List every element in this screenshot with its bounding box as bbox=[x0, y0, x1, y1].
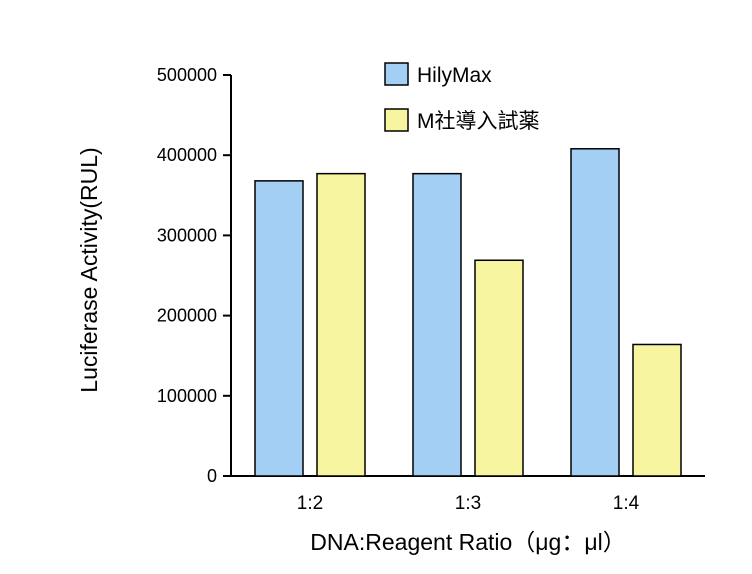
legend-label: M社導入試薬 bbox=[417, 110, 540, 133]
bar-hilymax-1-4 bbox=[570, 148, 620, 477]
bars bbox=[254, 148, 682, 477]
legend-swatch bbox=[384, 108, 409, 132]
y-axis-title: Luciferase Activity(RUL) bbox=[76, 147, 102, 392]
legend-swatch bbox=[384, 62, 409, 86]
axes bbox=[230, 75, 705, 477]
bar-m-reagent-1-4 bbox=[632, 343, 682, 477]
y-tick-label: 500000 bbox=[157, 65, 217, 85]
bar-m-reagent-1-3 bbox=[474, 259, 524, 477]
y-tick-label: 100000 bbox=[157, 386, 217, 406]
x-tick-label: 1:4 bbox=[613, 493, 640, 514]
x-tick-label: 1:2 bbox=[297, 493, 323, 514]
x-axis-title: DNA:Reagent Ratio（μg：μl） bbox=[310, 529, 625, 555]
y-ticks: 0 100000 200000 300000 400000 500000 bbox=[157, 65, 231, 486]
bar-hilymax-1-2 bbox=[254, 180, 304, 477]
bar-hilymax-1-3 bbox=[412, 172, 462, 477]
y-tick-label: 300000 bbox=[157, 225, 217, 245]
y-tick-label: 0 bbox=[207, 466, 217, 486]
x-tick-label: 1:3 bbox=[455, 493, 481, 514]
legend-label: HilyMax bbox=[417, 64, 492, 87]
y-tick-label: 400000 bbox=[157, 145, 217, 165]
y-tick-label: 200000 bbox=[157, 306, 217, 326]
x-tick-labels: 1:2 1:3 1:4 bbox=[297, 493, 640, 514]
legend: HilyMax M社導入試薬 bbox=[384, 62, 540, 133]
bar-m-reagent-1-2 bbox=[316, 172, 366, 477]
